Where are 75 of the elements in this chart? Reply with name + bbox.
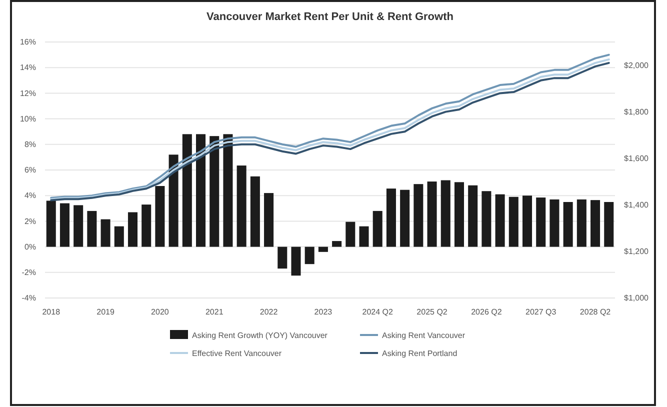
bar xyxy=(536,198,546,247)
y2-tick-label: $2,000 xyxy=(624,60,650,70)
bar xyxy=(372,210,382,247)
bar xyxy=(46,200,56,247)
x-tick-label: 2020 xyxy=(151,308,170,317)
bar xyxy=(359,226,369,247)
y2-tick-label: $1,000 xyxy=(624,294,650,303)
bar xyxy=(440,180,450,247)
bar xyxy=(100,219,110,247)
bar xyxy=(346,222,356,247)
y-tick-label: -4% xyxy=(22,294,36,303)
bar xyxy=(482,191,492,247)
bar xyxy=(168,154,178,247)
bar xyxy=(210,136,220,247)
y-tick-label: 16% xyxy=(20,38,36,47)
y-tick-label: 2% xyxy=(24,216,36,226)
bar xyxy=(400,190,410,247)
y-tick-label: 10% xyxy=(20,114,36,124)
bar xyxy=(332,241,342,247)
y2-tick-label: $1,200 xyxy=(624,247,650,256)
y-tick-label: 6% xyxy=(24,166,36,175)
bar xyxy=(142,204,152,247)
bar xyxy=(454,182,464,247)
bar xyxy=(508,196,518,247)
y-tick-label: 0% xyxy=(24,242,36,252)
x-tick-label: 2028 Q2 xyxy=(580,308,612,317)
bar xyxy=(264,193,274,247)
bar xyxy=(196,134,206,247)
bar xyxy=(563,202,573,247)
legend-label: Asking Rent Portland xyxy=(382,349,458,358)
x-tick-label: 2021 xyxy=(205,308,224,317)
y2-tick-label: $1,400 xyxy=(624,200,650,210)
x-tick-label: 2026 Q2 xyxy=(471,308,502,317)
x-tick-label: 2022 xyxy=(260,308,278,317)
bar xyxy=(291,246,301,276)
bar xyxy=(318,246,328,252)
x-tick-label: 2024 Q2 xyxy=(362,308,394,317)
bar xyxy=(414,184,424,247)
bar xyxy=(590,200,600,247)
y-tick-label: 12% xyxy=(20,88,36,98)
legend-label: Effective Rent Vancouver xyxy=(192,349,282,358)
bar xyxy=(468,185,478,247)
bar xyxy=(182,134,192,247)
x-tick-label: 2025 Q2 xyxy=(416,308,448,317)
bar xyxy=(223,134,233,247)
bar xyxy=(236,166,246,247)
y2-tick-label: $1,600 xyxy=(624,154,650,163)
x-tick-label: 2027 Q3 xyxy=(526,308,557,317)
x-tick-label: 2018 xyxy=(42,308,61,317)
bar xyxy=(304,246,314,264)
bar xyxy=(576,199,586,247)
bar xyxy=(604,202,614,247)
legend-label: Asking Rent Vancouver xyxy=(382,331,466,340)
y-tick-label: 14% xyxy=(20,63,36,72)
legend-label: Asking Rent Growth (YOY) Vancouver xyxy=(192,331,328,340)
bar xyxy=(522,196,532,247)
chart-title: Vancouver Market Rent Per Unit & Rent Growth xyxy=(206,11,454,23)
y-tick-label: -2% xyxy=(22,268,36,277)
bar xyxy=(87,210,97,247)
bar xyxy=(495,194,505,247)
bar xyxy=(427,182,437,247)
bar xyxy=(155,186,165,247)
y2-tick-label: $1,800 xyxy=(624,107,650,116)
bar xyxy=(386,188,396,247)
bar xyxy=(60,203,70,247)
y-tick-label: 8% xyxy=(24,140,36,149)
bar xyxy=(128,212,138,247)
bar xyxy=(114,226,124,247)
x-tick-label: 2023 xyxy=(314,308,333,317)
bar xyxy=(74,205,84,247)
y-tick-label: 4% xyxy=(24,191,36,200)
bar xyxy=(250,176,260,247)
bar xyxy=(550,199,560,247)
bar xyxy=(278,246,288,269)
x-tick-label: 2019 xyxy=(96,308,115,317)
